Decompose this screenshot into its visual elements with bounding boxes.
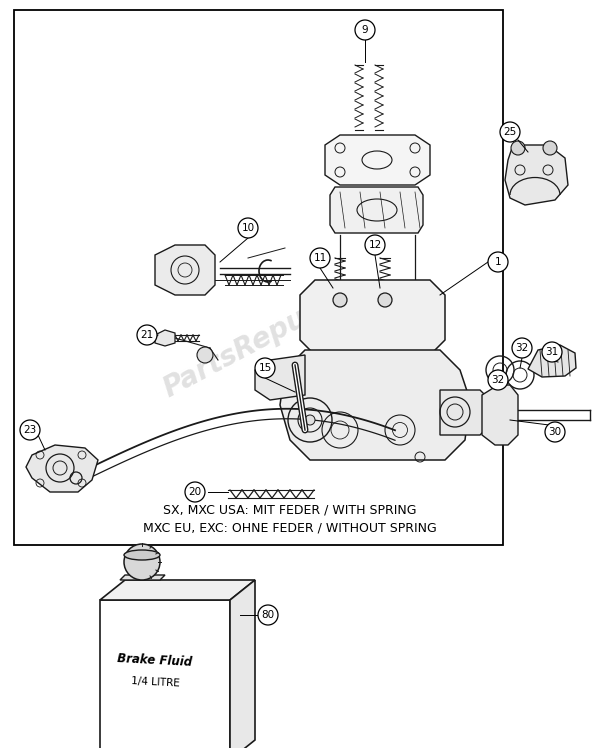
Circle shape bbox=[305, 415, 315, 425]
Ellipse shape bbox=[124, 550, 160, 560]
Polygon shape bbox=[325, 135, 430, 185]
Text: 1/4 LITRE: 1/4 LITRE bbox=[131, 675, 179, 688]
Circle shape bbox=[511, 141, 525, 155]
Circle shape bbox=[70, 472, 82, 484]
Circle shape bbox=[543, 141, 557, 155]
Text: 32: 32 bbox=[515, 343, 529, 353]
Circle shape bbox=[238, 218, 258, 238]
Circle shape bbox=[378, 293, 392, 307]
Text: SX, MXC USA: MIT FEDER / WITH SPRING: SX, MXC USA: MIT FEDER / WITH SPRING bbox=[163, 503, 417, 517]
Text: 80: 80 bbox=[261, 610, 275, 620]
Polygon shape bbox=[300, 280, 445, 355]
Circle shape bbox=[545, 422, 565, 442]
Polygon shape bbox=[255, 355, 305, 400]
Text: Brake Fluid: Brake Fluid bbox=[117, 652, 193, 669]
Circle shape bbox=[310, 248, 330, 268]
Text: 30: 30 bbox=[548, 427, 562, 437]
Circle shape bbox=[197, 347, 213, 363]
Bar bbox=[14, 10, 503, 545]
Text: 20: 20 bbox=[188, 487, 202, 497]
Polygon shape bbox=[440, 390, 490, 435]
Polygon shape bbox=[100, 600, 230, 748]
Polygon shape bbox=[230, 580, 255, 748]
Text: 12: 12 bbox=[368, 240, 382, 250]
Text: 11: 11 bbox=[314, 253, 327, 263]
Text: 10: 10 bbox=[241, 223, 255, 233]
Circle shape bbox=[542, 342, 562, 362]
Text: 23: 23 bbox=[23, 425, 37, 435]
Polygon shape bbox=[120, 575, 165, 580]
Polygon shape bbox=[505, 145, 568, 205]
Text: 1: 1 bbox=[495, 257, 501, 267]
Circle shape bbox=[333, 293, 347, 307]
Circle shape bbox=[137, 325, 157, 345]
Circle shape bbox=[124, 544, 160, 580]
Text: 21: 21 bbox=[140, 330, 154, 340]
Text: PartsRepublic: PartsRepublic bbox=[159, 278, 361, 402]
Circle shape bbox=[488, 370, 508, 390]
Circle shape bbox=[258, 605, 278, 625]
Polygon shape bbox=[100, 580, 255, 600]
Polygon shape bbox=[280, 350, 470, 460]
Circle shape bbox=[500, 122, 520, 142]
Text: 32: 32 bbox=[491, 375, 504, 385]
Polygon shape bbox=[155, 330, 175, 346]
Polygon shape bbox=[155, 245, 215, 295]
Polygon shape bbox=[528, 345, 576, 377]
Circle shape bbox=[20, 420, 40, 440]
Circle shape bbox=[512, 338, 532, 358]
Text: MXC EU, EXC: OHNE FEDER / WITHOUT SPRING: MXC EU, EXC: OHNE FEDER / WITHOUT SPRING bbox=[143, 521, 437, 535]
Circle shape bbox=[365, 235, 385, 255]
Text: 31: 31 bbox=[545, 347, 559, 357]
Text: 25: 25 bbox=[503, 127, 517, 137]
Circle shape bbox=[185, 482, 205, 502]
Polygon shape bbox=[482, 385, 518, 445]
Polygon shape bbox=[26, 445, 98, 492]
Circle shape bbox=[255, 358, 275, 378]
Polygon shape bbox=[330, 187, 423, 233]
Circle shape bbox=[355, 20, 375, 40]
Circle shape bbox=[488, 252, 508, 272]
Text: 15: 15 bbox=[258, 363, 272, 373]
Text: 9: 9 bbox=[362, 25, 368, 35]
